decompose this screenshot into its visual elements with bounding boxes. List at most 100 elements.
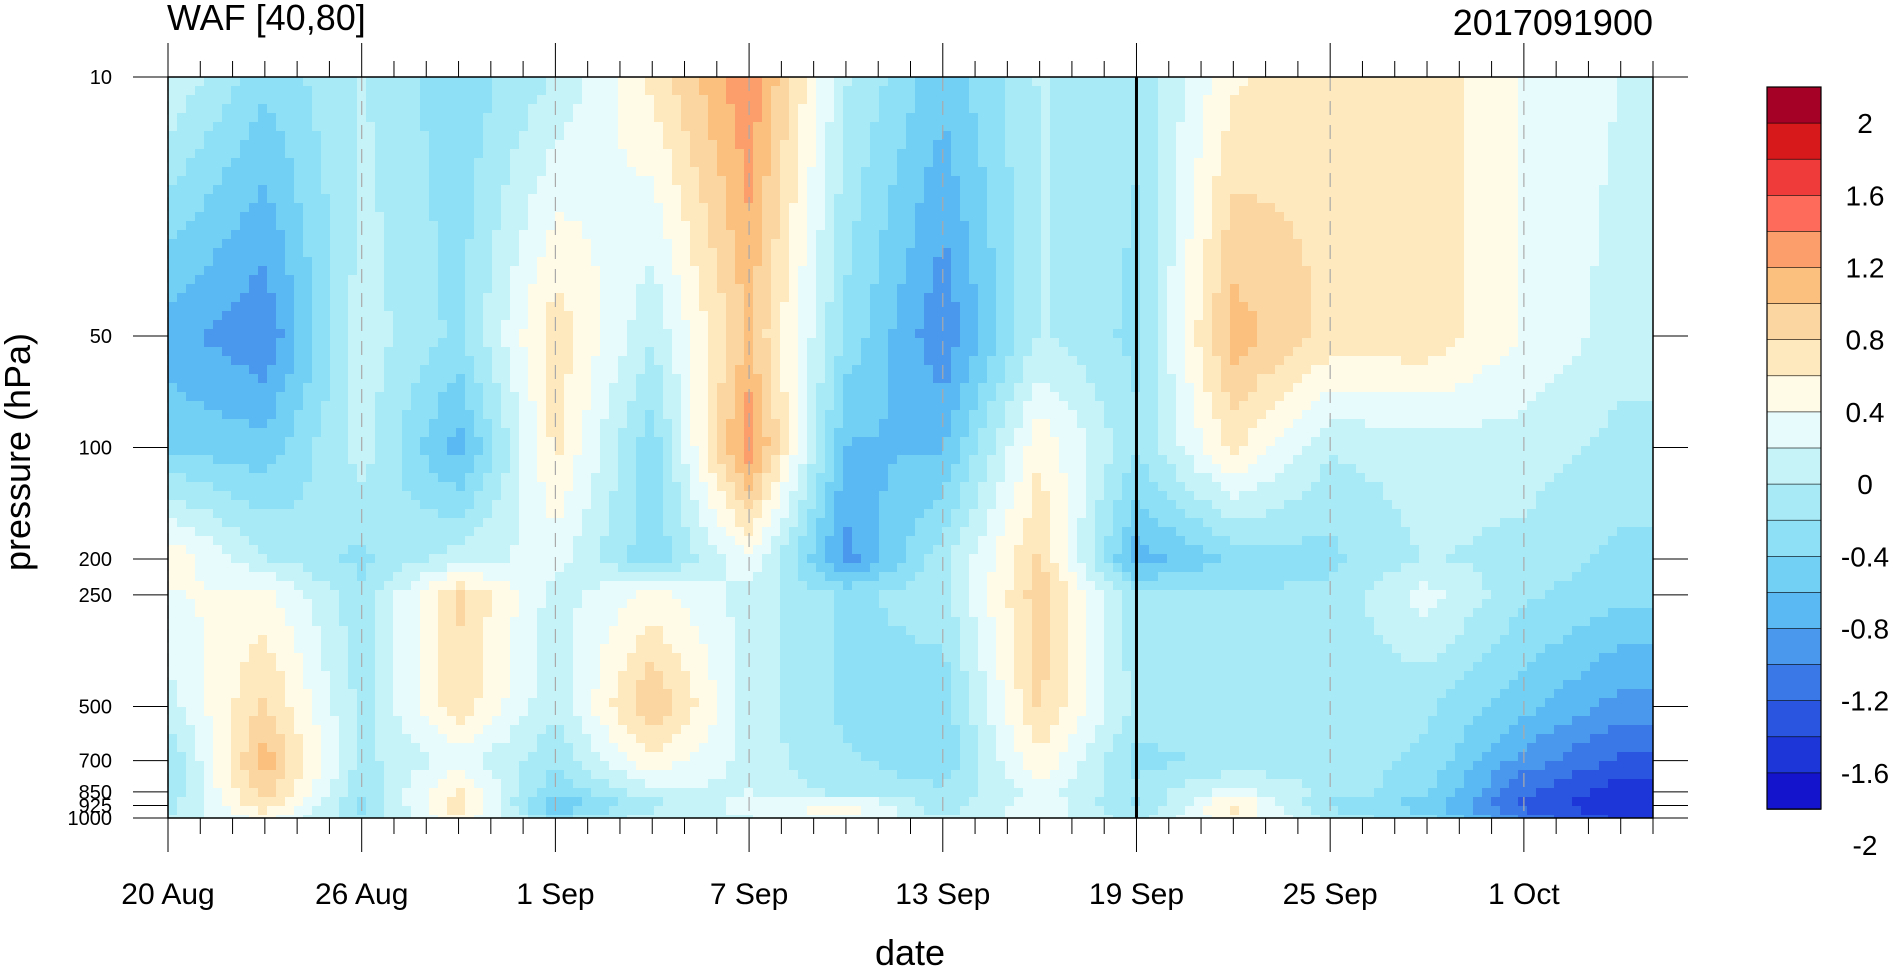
heatmap-cell <box>915 95 925 105</box>
heatmap-cell <box>492 302 502 312</box>
heatmap-cell <box>1599 77 1609 87</box>
heatmap-cell <box>1509 203 1519 213</box>
heatmap-cell <box>888 104 898 114</box>
heatmap-cell <box>735 176 745 186</box>
heatmap-cell <box>672 266 682 276</box>
heatmap-cell <box>924 248 934 258</box>
heatmap-cell <box>1446 185 1456 195</box>
heatmap-cell <box>582 320 592 330</box>
heatmap-cell <box>447 95 457 105</box>
heatmap-cell <box>618 239 628 249</box>
heatmap-cell <box>1302 104 1312 114</box>
heatmap-cell <box>789 320 799 330</box>
heatmap-cell <box>798 131 808 141</box>
heatmap-cell <box>1428 275 1438 285</box>
heatmap-cell <box>1500 338 1510 348</box>
heatmap-cell <box>393 122 403 132</box>
heatmap-cell <box>834 248 844 258</box>
heatmap-cell <box>312 257 322 267</box>
heatmap-cell <box>1194 167 1204 177</box>
heatmap-cell <box>1527 140 1537 150</box>
heatmap-cell <box>816 203 826 213</box>
heatmap-cell <box>591 122 601 132</box>
heatmap-cell <box>168 230 178 240</box>
heatmap-cell <box>420 104 430 114</box>
heatmap-cell <box>1644 104 1654 114</box>
heatmap-cell <box>1158 77 1168 87</box>
heatmap-cell <box>1410 167 1420 177</box>
heatmap-cell <box>627 203 637 213</box>
heatmap-cell <box>708 230 718 240</box>
heatmap-cell <box>1140 275 1150 285</box>
heatmap-cell <box>411 275 421 285</box>
heatmap-cell <box>1545 176 1555 186</box>
heatmap-cell <box>672 158 682 168</box>
heatmap-cell <box>942 194 952 204</box>
heatmap-cell <box>564 257 574 267</box>
heatmap-cell <box>1302 212 1312 222</box>
heatmap-cell <box>1464 104 1474 114</box>
heatmap-cell <box>384 320 394 330</box>
heatmap-cell <box>1275 329 1285 339</box>
heatmap-cell <box>1266 131 1276 141</box>
heatmap-cell <box>1356 230 1366 240</box>
heatmap-cell <box>933 158 943 168</box>
heatmap-cell <box>267 284 277 294</box>
heatmap-cell <box>1491 104 1501 114</box>
heatmap-cell <box>1581 284 1591 294</box>
heatmap-cell <box>1338 86 1348 96</box>
heatmap-cell <box>1086 158 1096 168</box>
heatmap-cell <box>456 185 466 195</box>
heatmap-cell <box>1428 122 1438 132</box>
heatmap-cell <box>204 212 214 222</box>
heatmap-cell <box>807 239 817 249</box>
heatmap-cell <box>222 176 232 186</box>
heatmap-cell <box>186 320 196 330</box>
heatmap-cell <box>204 221 214 231</box>
heatmap-cell <box>1536 221 1546 231</box>
heatmap-cell <box>330 194 340 204</box>
heatmap-cell <box>1050 329 1060 339</box>
heatmap-cell <box>1023 131 1033 141</box>
heatmap-cell <box>429 212 439 222</box>
heatmap-cell <box>582 257 592 267</box>
heatmap-cell <box>1401 122 1411 132</box>
heatmap-cell <box>1500 275 1510 285</box>
heatmap-cell <box>555 329 565 339</box>
heatmap-cell <box>1320 167 1330 177</box>
heatmap-cell <box>1338 329 1348 339</box>
heatmap-cell <box>663 122 673 132</box>
heatmap-cell <box>1338 167 1348 177</box>
heatmap-cell <box>1518 203 1528 213</box>
heatmap-cell <box>1077 338 1087 348</box>
heatmap-cell <box>726 221 736 231</box>
heatmap-cell <box>501 275 511 285</box>
heatmap-cell <box>1221 122 1231 132</box>
heatmap-cell <box>609 176 619 186</box>
heatmap-cell <box>663 239 673 249</box>
heatmap-cell <box>1635 158 1645 168</box>
heatmap-cell <box>1041 194 1051 204</box>
heatmap-cell <box>438 77 448 87</box>
heatmap-cell <box>627 140 637 150</box>
heatmap-cell <box>672 113 682 123</box>
heatmap-cell <box>375 203 385 213</box>
heatmap-cell <box>1068 284 1078 294</box>
heatmap-cell <box>1176 167 1186 177</box>
heatmap-cell <box>852 230 862 240</box>
heatmap-cell <box>1059 194 1069 204</box>
heatmap-cell <box>1365 194 1375 204</box>
heatmap-cell <box>438 149 448 159</box>
heatmap-cell <box>1176 239 1186 249</box>
heatmap-cell <box>1230 77 1240 87</box>
heatmap-cell <box>276 95 286 105</box>
heatmap-cell <box>807 140 817 150</box>
heatmap-cell <box>195 203 205 213</box>
heatmap-cell <box>627 149 637 159</box>
heatmap-cell <box>474 113 484 123</box>
heatmap-cell <box>240 185 250 195</box>
heatmap-cell <box>1050 149 1060 159</box>
heatmap-cell <box>294 293 304 303</box>
heatmap-cell <box>231 320 241 330</box>
heatmap-cell <box>1527 167 1537 177</box>
